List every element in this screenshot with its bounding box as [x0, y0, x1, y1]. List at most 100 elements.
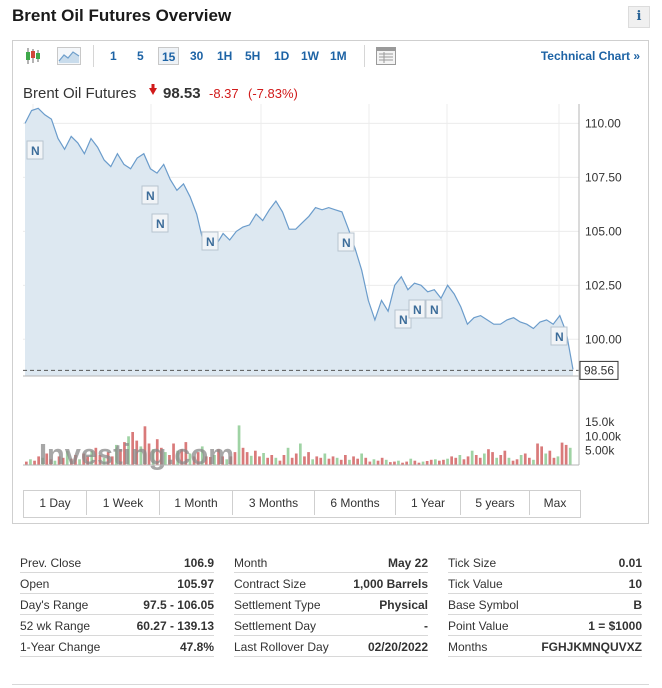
stat-label: Contract Size: [234, 577, 307, 591]
stat-value: Physical: [379, 598, 428, 612]
volume-bar: [131, 432, 134, 465]
interval-1h[interactable]: 1H: [217, 49, 233, 63]
volume-bar: [446, 458, 449, 465]
interval-30[interactable]: 30: [190, 49, 204, 63]
volume-bar: [405, 461, 408, 465]
candlestick-icon[interactable]: [23, 46, 43, 66]
volume-bar: [53, 460, 57, 465]
interval-15[interactable]: 15: [158, 47, 180, 65]
range-6-months[interactable]: 6 Months: [315, 491, 396, 515]
volume-bar: [311, 459, 314, 465]
news-marker[interactable]: N: [408, 299, 426, 319]
price-chart[interactable]: Investing.com 110.00 107.50 105.00 102.50 10…: [13, 72, 648, 482]
quote-name: Brent Oil Futures: [23, 85, 136, 102]
volume-bar: [139, 446, 143, 465]
range-1-week[interactable]: 1 Week: [87, 491, 160, 515]
volume-bar: [556, 456, 560, 465]
volume-bar: [225, 459, 229, 465]
volume-bar: [470, 450, 474, 465]
range-max[interactable]: Max: [543, 496, 567, 510]
stat-row-settlement-type: Settlement Type Physical: [234, 594, 428, 615]
volume-bar: [110, 456, 114, 465]
volume-bar: [204, 456, 208, 465]
range-5-years[interactable]: 5 years: [461, 491, 530, 515]
stat-row-open: Open 105.97: [20, 573, 214, 594]
volume-bar: [151, 449, 155, 465]
volume-bar: [82, 453, 85, 465]
news-marker[interactable]: N: [151, 213, 169, 233]
volume-bar: [491, 452, 494, 465]
price-line: [24, 107, 574, 370]
volume-bar: [487, 449, 490, 465]
y-tick-label: 105.00: [585, 224, 622, 238]
volume-bar: [217, 449, 220, 465]
stat-value: 60.27 - 139.13: [136, 619, 214, 633]
volume-bar: [564, 444, 568, 465]
volume-bar: [511, 460, 515, 465]
info-button[interactable]: i: [628, 6, 650, 28]
range-1-day[interactable]: 1 Day: [24, 491, 87, 515]
volume-bar: [254, 450, 257, 465]
news-marker[interactable]: N: [201, 231, 219, 251]
volume-bar: [127, 436, 130, 465]
stat-label: Day's Range: [20, 598, 89, 612]
stat-row-months: Months FGHJKMNQUVXZ: [448, 636, 642, 657]
volume-bar: [434, 459, 437, 465]
volume-bar: [237, 425, 241, 465]
volume-bar: [442, 459, 445, 465]
toolbar-separator: [93, 45, 94, 67]
volume-bar: [90, 450, 94, 465]
volume-bar: [176, 450, 179, 465]
news-marker[interactable]: N: [337, 232, 355, 252]
stat-row-tick-size: Tick Size 0.01: [448, 552, 642, 573]
interval-1d[interactable]: 1D: [274, 49, 290, 63]
volume-bar: [495, 457, 498, 465]
interval-1w[interactable]: 1W: [301, 49, 319, 63]
stat-row-point-value: Point Value 1 = $1000: [448, 615, 642, 636]
interval-1m[interactable]: 1M: [330, 49, 347, 63]
volume-bar: [401, 462, 404, 465]
technical-chart-link[interactable]: Technical Chart »: [540, 49, 640, 63]
stat-label: Open: [20, 577, 50, 591]
volume-bar: [454, 457, 458, 465]
interval-5[interactable]: 5: [137, 49, 144, 63]
stat-label: 1-Year Change: [20, 640, 101, 654]
table-icon[interactable]: [376, 46, 396, 66]
interval-1[interactable]: 1: [110, 49, 117, 63]
news-marker[interactable]: N: [425, 299, 443, 319]
volume-bar: [519, 455, 523, 465]
volume-bar: [94, 447, 98, 465]
range-1-month[interactable]: 1 Month: [160, 491, 233, 515]
volume-bar: [180, 449, 184, 465]
range-3-months[interactable]: 3 Months: [233, 491, 315, 515]
volume-bar: [266, 457, 269, 465]
stat-label: Last Rollover Day: [234, 640, 329, 654]
volume-bar: [209, 457, 212, 465]
y-tick-label: 107.50: [585, 170, 622, 184]
stat-label: Prev. Close: [20, 556, 82, 570]
news-marker-label: N: [146, 189, 155, 203]
volume-bar: [552, 457, 556, 465]
news-marker-box: [26, 140, 44, 160]
volume-bar: [65, 450, 69, 465]
news-marker[interactable]: N: [26, 140, 44, 160]
stat-value: FGHJKMNQUVXZ: [541, 640, 642, 654]
bottom-divider: [12, 684, 649, 685]
volume-bar: [98, 455, 102, 465]
news-marker[interactable]: N: [394, 309, 412, 329]
range-1-year[interactable]: 1 Year: [396, 491, 461, 515]
news-marker[interactable]: N: [141, 185, 159, 205]
volume-bar: [188, 453, 192, 465]
volume-bar: [356, 458, 359, 465]
volume-bar: [106, 452, 110, 465]
quote-change-pct: (-7.83%): [248, 86, 298, 101]
volume-bar: [389, 462, 392, 465]
news-marker-box: [151, 213, 169, 233]
interval-5h[interactable]: 5H: [245, 49, 261, 63]
area-chart-icon[interactable]: [57, 46, 81, 66]
volume-bar: [458, 455, 462, 465]
news-marker[interactable]: N: [550, 326, 568, 346]
stat-label: Settlement Day: [234, 619, 317, 633]
stat-value: 106.9: [183, 556, 214, 570]
news-marker-box: [141, 185, 159, 205]
